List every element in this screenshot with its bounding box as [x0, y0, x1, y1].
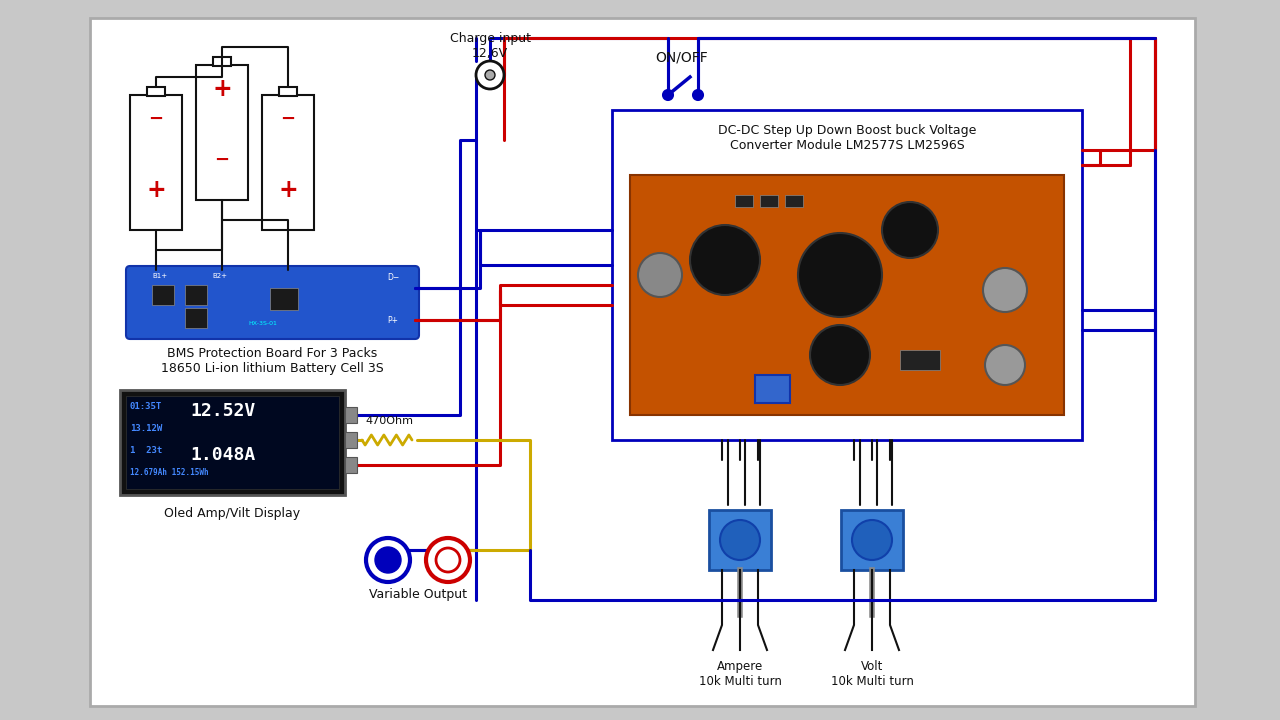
Circle shape: [690, 225, 760, 295]
Bar: [131, 95, 182, 230]
Circle shape: [986, 345, 1025, 385]
Circle shape: [852, 520, 892, 560]
Text: B2+: B2+: [212, 273, 228, 279]
Text: Variable Output: Variable Output: [369, 588, 467, 601]
Bar: [120, 390, 346, 495]
Circle shape: [663, 90, 673, 100]
Circle shape: [983, 268, 1027, 312]
Text: HX-3S-01: HX-3S-01: [248, 321, 276, 326]
Text: 470Ohm: 470Ohm: [366, 416, 413, 426]
Circle shape: [366, 538, 410, 582]
Circle shape: [810, 325, 870, 385]
Text: 1  23t: 1 23t: [131, 446, 163, 455]
Bar: [152, 285, 174, 305]
Text: 1.048A: 1.048A: [189, 446, 255, 464]
Bar: [186, 285, 207, 305]
Text: ON/OFF: ON/OFF: [655, 50, 708, 64]
Bar: [346, 407, 357, 423]
Text: BMS Protection Board For 3 Packs
18650 Li-ion lithium Battery Cell 3S: BMS Protection Board For 3 Packs 18650 L…: [161, 347, 384, 375]
Circle shape: [719, 520, 760, 560]
Text: −: −: [280, 110, 296, 128]
Text: 01:35T: 01:35T: [131, 402, 163, 411]
Circle shape: [637, 253, 682, 297]
Bar: [125, 396, 339, 489]
Circle shape: [375, 547, 401, 573]
Text: D−: D−: [387, 273, 399, 282]
Bar: [346, 432, 357, 448]
Bar: [90, 18, 1196, 706]
Text: Oled Amp/Vilt Display: Oled Amp/Vilt Display: [164, 507, 301, 520]
Bar: [212, 57, 232, 66]
Text: Volt
10k Multi turn: Volt 10k Multi turn: [831, 660, 914, 688]
Bar: [279, 87, 297, 96]
Bar: [755, 375, 790, 403]
Circle shape: [436, 548, 460, 572]
Text: Charge input
12,6V: Charge input 12,6V: [449, 32, 530, 60]
FancyBboxPatch shape: [125, 266, 419, 339]
Bar: [262, 95, 314, 230]
Bar: [709, 510, 771, 570]
Bar: [900, 350, 940, 370]
Bar: [196, 65, 248, 200]
Bar: [612, 110, 1082, 440]
Text: Ampere
10k Multi turn: Ampere 10k Multi turn: [699, 660, 781, 688]
Circle shape: [882, 202, 938, 258]
Text: P+: P+: [388, 316, 398, 325]
Text: −: −: [148, 110, 164, 128]
Bar: [760, 195, 778, 207]
Text: 12.52V: 12.52V: [189, 402, 255, 420]
Text: DC-DC Step Up Down Boost buck Voltage
Converter Module LM2577S LM2596S: DC-DC Step Up Down Boost buck Voltage Co…: [718, 124, 977, 152]
Bar: [270, 288, 298, 310]
Bar: [186, 308, 207, 328]
Circle shape: [426, 538, 470, 582]
Text: +: +: [278, 178, 298, 202]
Text: B1+: B1+: [152, 273, 168, 279]
Circle shape: [485, 70, 495, 80]
Bar: [630, 175, 1064, 415]
Text: 13.12W: 13.12W: [131, 424, 163, 433]
Circle shape: [797, 233, 882, 317]
Bar: [735, 195, 753, 207]
Bar: [841, 510, 902, 570]
Text: +: +: [212, 77, 232, 102]
Text: +: +: [146, 178, 166, 202]
Circle shape: [476, 61, 504, 89]
Bar: [785, 195, 803, 207]
Bar: [346, 457, 357, 473]
Text: −: −: [215, 150, 229, 168]
Text: 12.679Ah 152.15Wh: 12.679Ah 152.15Wh: [131, 468, 209, 477]
Circle shape: [692, 90, 703, 100]
Bar: [147, 87, 165, 96]
